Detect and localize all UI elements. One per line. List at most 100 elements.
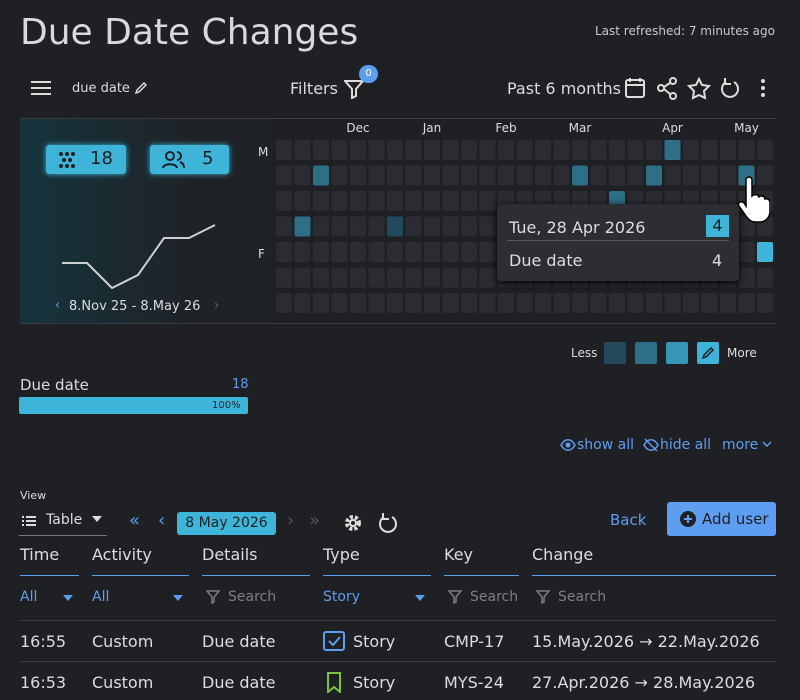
- page-title: Due Date Changes: [20, 12, 359, 53]
- filters-button[interactable]: Filters: [290, 79, 338, 98]
- table-cell: Custom: [92, 673, 154, 692]
- heat-cell: [276, 293, 292, 313]
- filter-select[interactable]: All: [92, 589, 110, 605]
- type-icon: [327, 672, 341, 693]
- column-header[interactable]: Change: [532, 545, 594, 564]
- menu-icon[interactable]: [30, 79, 52, 97]
- tooltip-count: 4: [706, 215, 729, 237]
- caret: [415, 595, 425, 601]
- filter-select[interactable]: Story: [323, 589, 360, 605]
- items-chip: [46, 145, 126, 174]
- heat-cell: [368, 191, 385, 211]
- heat-cell: [313, 293, 329, 313]
- table-divider: [20, 620, 776, 621]
- column-header[interactable]: Type: [323, 545, 360, 564]
- legend-less: Less: [571, 346, 598, 360]
- caret: [63, 595, 73, 601]
- legend-swatch: [604, 342, 626, 364]
- heat-cell: [294, 216, 311, 237]
- heat-cell: [368, 140, 385, 160]
- table-cell: Due date: [202, 673, 276, 692]
- edit-icon[interactable]: [134, 81, 148, 95]
- legend-swatch: [635, 342, 657, 364]
- heat-cell: [701, 293, 718, 313]
- heat-cell: [701, 165, 718, 186]
- hide-all[interactable]: hide all: [660, 437, 712, 453]
- heat-cell: [331, 267, 348, 288]
- users-icon: [162, 151, 185, 169]
- prev-page[interactable]: ‹: [158, 510, 166, 531]
- heat-cell: [720, 140, 736, 160]
- heat-cell: [424, 191, 440, 211]
- heat-cell: [627, 140, 644, 160]
- month-label: Mar: [569, 121, 592, 135]
- month-label: May: [734, 121, 759, 135]
- heat-cell: [331, 293, 348, 313]
- heat-cell: [609, 293, 625, 313]
- heat-cell: [350, 191, 366, 211]
- date-chip[interactable]: 8 May 2026: [177, 512, 276, 535]
- heat-cell: [387, 165, 403, 186]
- weekday-label: F: [258, 247, 265, 261]
- heat-cell: [609, 140, 625, 160]
- heat-cell: [461, 140, 477, 160]
- column-header[interactable]: Details: [202, 545, 258, 564]
- heat-cell: [294, 165, 311, 186]
- filter-icon: [448, 590, 462, 604]
- column-header[interactable]: Key: [444, 545, 474, 564]
- next-period[interactable]: ›: [214, 298, 220, 313]
- filter-search[interactable]: Search: [558, 589, 607, 605]
- back-button[interactable]: Back: [610, 511, 647, 529]
- filter-search[interactable]: Search: [470, 589, 519, 605]
- heat-cell: [498, 165, 514, 186]
- heat-cell: [387, 140, 403, 160]
- show-all[interactable]: show all: [577, 437, 634, 453]
- view-select[interactable]: [19, 509, 107, 536]
- heat-cell: [294, 191, 311, 211]
- prev-period[interactable]: ‹: [55, 298, 61, 313]
- heat-cell: [442, 165, 459, 186]
- reload-icon[interactable]: [378, 513, 398, 533]
- date-range[interactable]: Past 6 months: [507, 79, 621, 98]
- heat-cell: [294, 140, 311, 160]
- heat-cell: [442, 242, 459, 262]
- type-icon: [323, 631, 345, 651]
- heat-cell: [627, 165, 644, 186]
- heat-cell: [424, 293, 440, 313]
- first-page[interactable]: «: [129, 510, 141, 531]
- filter-select[interactable]: All: [20, 589, 38, 605]
- heat-cell: [405, 216, 422, 237]
- column-header[interactable]: Activity: [92, 545, 152, 564]
- heat-cell: [276, 216, 292, 237]
- heat-cell: [313, 191, 329, 211]
- eye-off-icon[interactable]: [643, 438, 659, 452]
- heat-cell: [516, 293, 533, 313]
- filter-icon[interactable]: [344, 79, 364, 99]
- eye-icon[interactable]: [560, 438, 576, 452]
- heat-cell: [331, 165, 348, 186]
- refresh-time: Last refreshed: 7 minutes ago: [594, 24, 775, 38]
- table-cell: 16:53: [20, 673, 67, 692]
- heat-cell: [350, 216, 366, 237]
- heat-cell: [553, 140, 570, 160]
- more-link[interactable]: more: [722, 437, 759, 453]
- heat-cell: [479, 140, 496, 160]
- view-mode[interactable]: Table: [46, 512, 83, 528]
- users-count: 5: [202, 148, 214, 169]
- heat-cell: [590, 293, 607, 313]
- add-user-label[interactable]: Add user: [702, 510, 769, 528]
- table-cell: 16:55: [20, 632, 67, 651]
- report-name[interactable]: due date: [72, 81, 130, 96]
- heat-cell: [424, 165, 440, 186]
- table-cell: Story: [353, 673, 396, 692]
- heat-cell: [479, 216, 496, 237]
- month-label: Dec: [346, 121, 369, 135]
- settings-icon[interactable]: [343, 513, 363, 533]
- heat-cell: [683, 293, 699, 313]
- column-header[interactable]: Time: [20, 545, 60, 564]
- toolbar-icons[interactable]: [625, 77, 775, 101]
- heat-cell: [442, 216, 459, 237]
- filter-search[interactable]: Search: [228, 589, 277, 605]
- heat-cell: [331, 191, 348, 211]
